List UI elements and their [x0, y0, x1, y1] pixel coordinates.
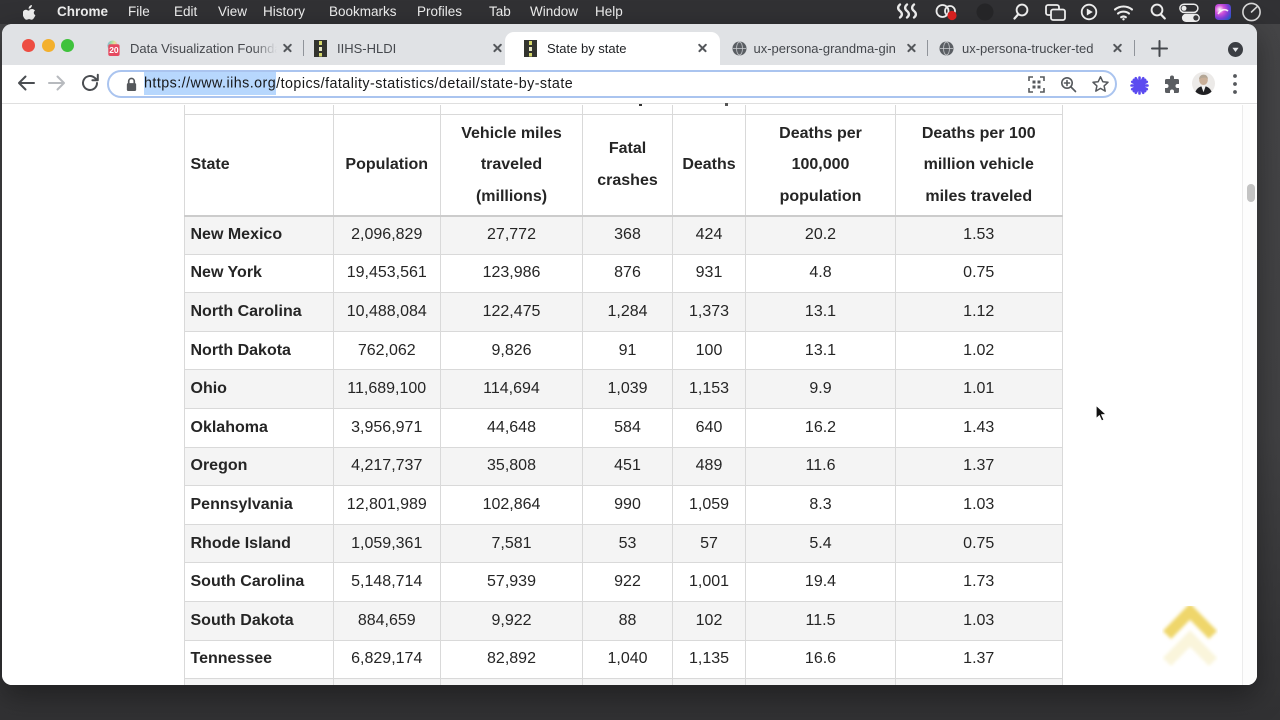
svg-text:20: 20 [109, 45, 119, 55]
